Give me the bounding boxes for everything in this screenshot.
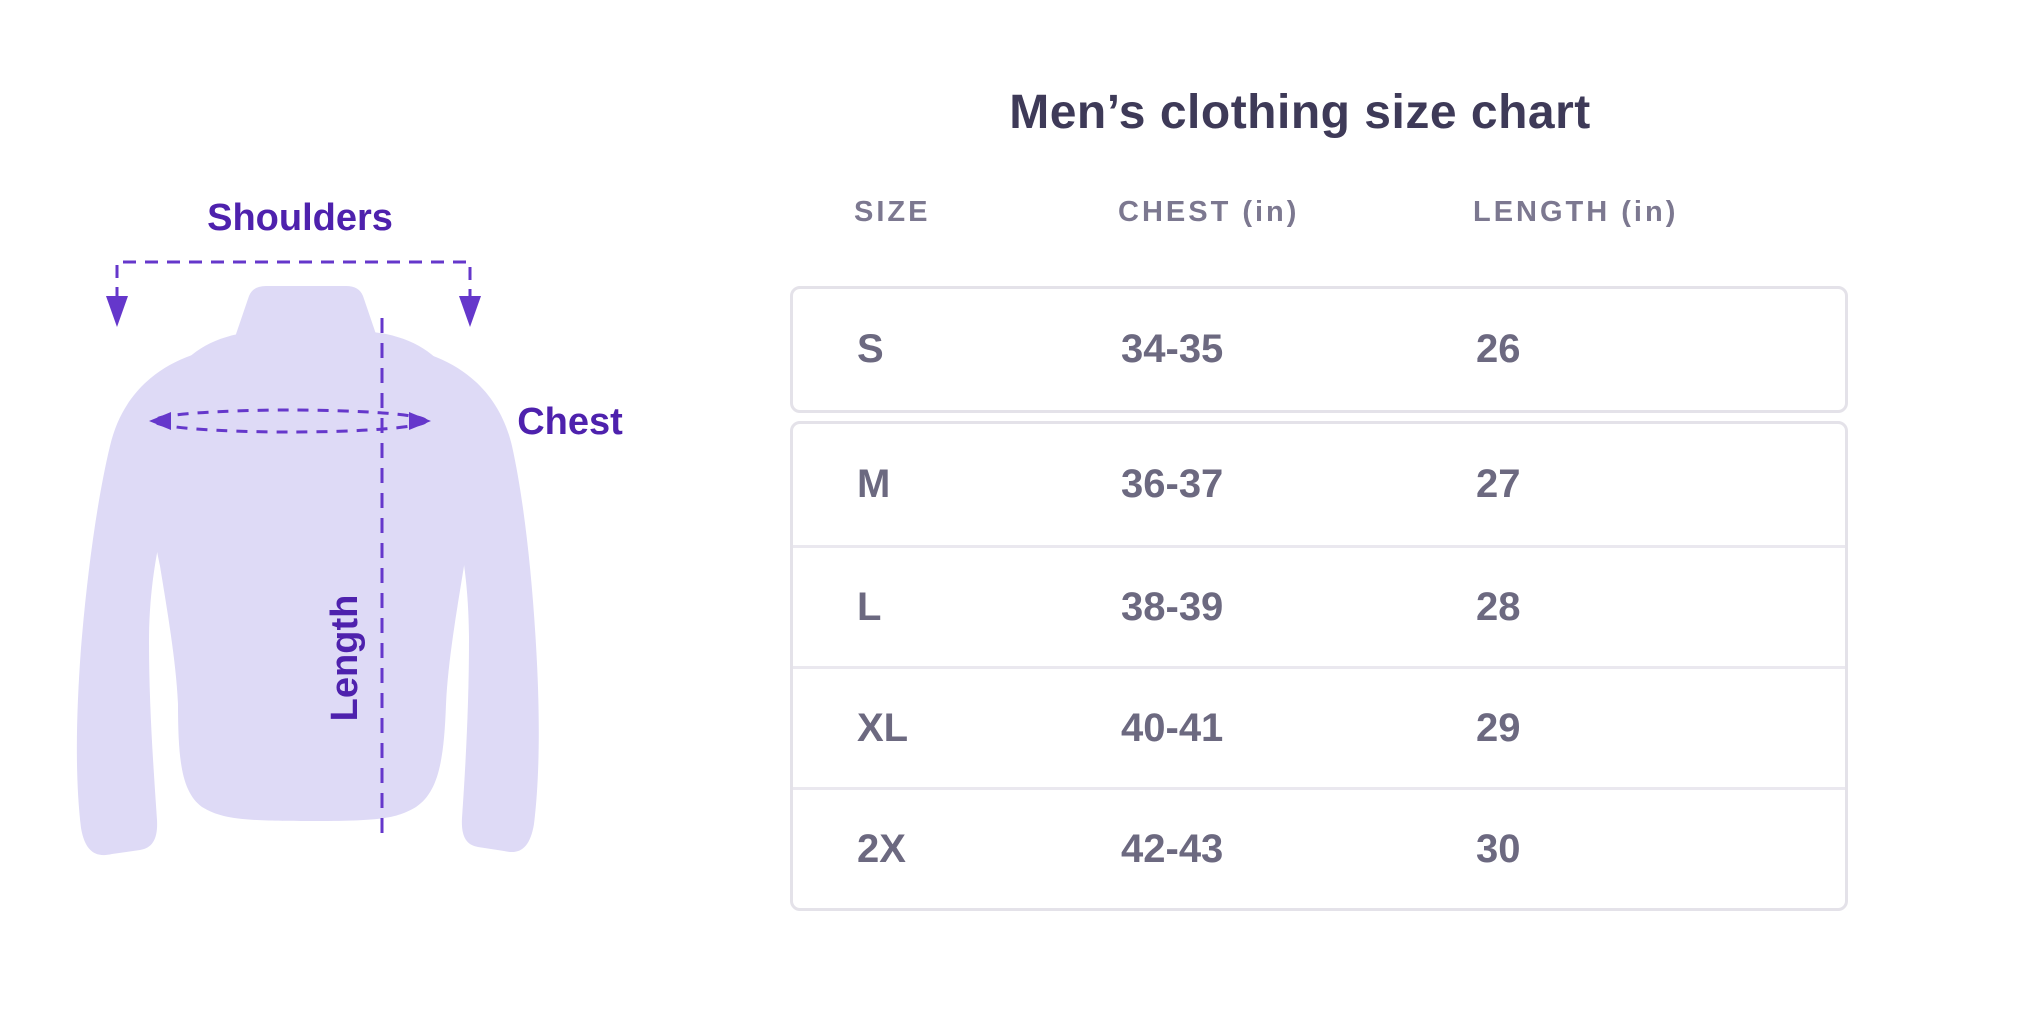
- table-row: S 34-35 26: [793, 289, 1845, 410]
- column-header-size: SIZE: [854, 196, 931, 228]
- table-row: 2X 42-43 30: [793, 787, 1845, 908]
- chest-left-arrow-icon: [149, 412, 171, 430]
- size-card-s: S 34-35 26: [790, 286, 1848, 413]
- shirt-collar-shape: [234, 286, 378, 340]
- size-cell: S: [857, 327, 884, 371]
- shoulders-label: Shoulders: [207, 197, 393, 239]
- length-cell: 28: [1476, 584, 1521, 629]
- shirt-left-sleeve-shape: [76, 345, 238, 856]
- shirt-torso-shape: [150, 329, 474, 821]
- chest-right-arrow-icon: [409, 412, 431, 430]
- shoulders-left-arrow-icon: [106, 296, 128, 327]
- length-cell: 26: [1476, 327, 1521, 371]
- shirt-illustration: [76, 260, 539, 856]
- table-header-row: SIZE CHEST (in) LENGTH (in): [790, 194, 1848, 230]
- chest-cell: 36-37: [1121, 462, 1224, 506]
- chest-cell: 38-39: [1121, 584, 1224, 629]
- table-row: L 38-39 28: [793, 545, 1845, 666]
- shoulders-right-arrow-icon: [459, 296, 481, 327]
- chest-cell: 40-41: [1121, 705, 1224, 750]
- shirt-measurement-diagram: Shoulders Chest Length: [0, 0, 700, 1020]
- size-card-m-to-2x: M 36-37 27 L 38-39 28 XL 40-41 29 2X 42-…: [790, 421, 1848, 911]
- column-header-chest: CHEST (in): [1118, 196, 1300, 228]
- size-cell: M: [857, 462, 891, 506]
- chest-label: Chest: [517, 401, 623, 443]
- table-row: M 36-37 27: [793, 424, 1845, 545]
- length-label: Length: [324, 594, 366, 722]
- size-cell: XL: [857, 705, 909, 750]
- chest-cell: 34-35: [1121, 327, 1224, 371]
- page-title: Men’s clothing size chart: [1009, 86, 1591, 139]
- shirt-right-sleeve-shape: [386, 345, 539, 853]
- length-cell: 27: [1476, 462, 1521, 506]
- chest-cell: 42-43: [1121, 826, 1224, 871]
- table-row: XL 40-41 29: [793, 666, 1845, 787]
- length-cell: 30: [1476, 826, 1521, 871]
- size-cell: 2X: [857, 826, 906, 871]
- column-header-length: LENGTH (in): [1473, 196, 1679, 228]
- length-cell: 29: [1476, 705, 1521, 750]
- size-cell: L: [857, 584, 882, 629]
